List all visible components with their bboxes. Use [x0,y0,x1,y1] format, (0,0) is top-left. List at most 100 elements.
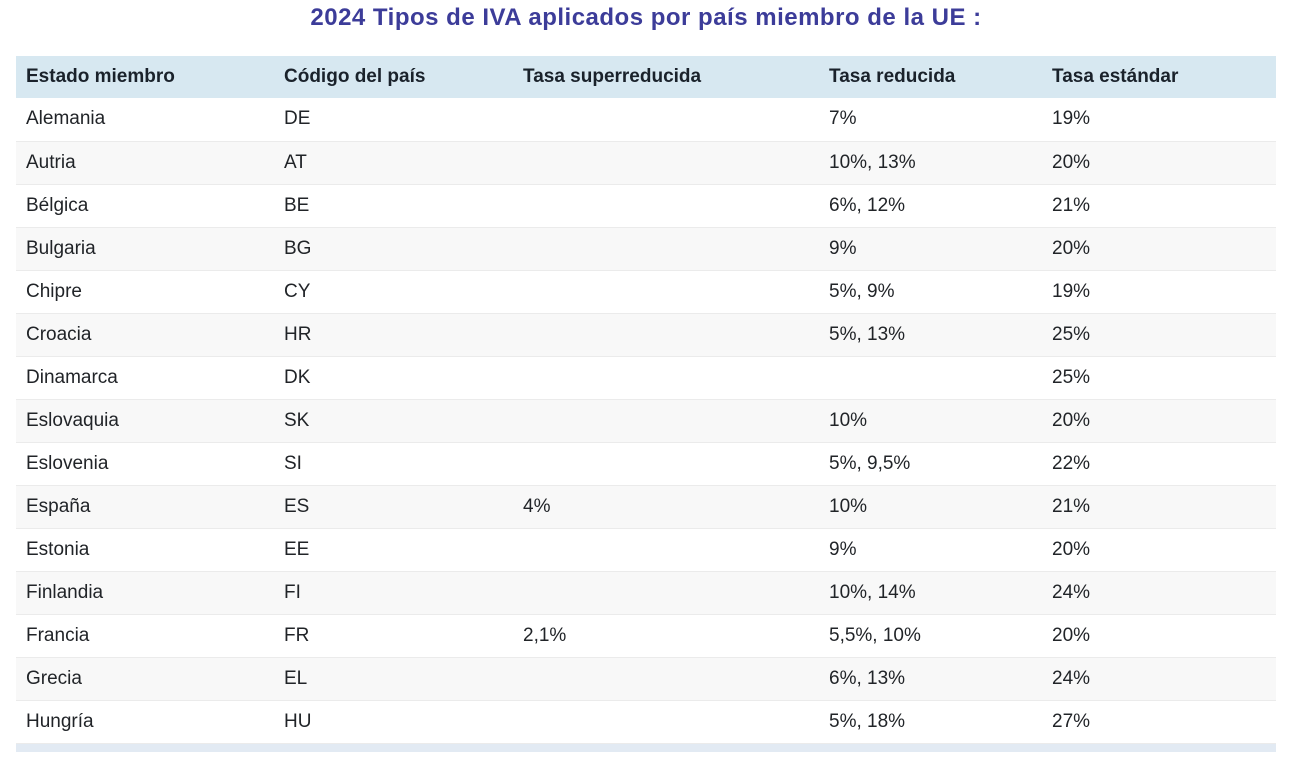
cell-tasa-reducida [829,356,1052,400]
table-row: Croacia HR 5%, 13% 25% [16,313,1276,357]
table-body: Alemania DE 7% 19% Autria AT 10%, 13% 20% Bélgic… [16,98,1276,744]
cell-tasa-estandar: 24% [1052,657,1276,701]
cell-codigo-del-pais: BG [284,227,523,271]
cell-tasa-estandar: 21% [1052,184,1276,228]
cell-tasa-estandar: 25% [1052,356,1276,400]
cell-tasa-superreducida [523,356,829,400]
column-header-codigo-del-pais: Código del país [284,56,523,98]
cell-estado-miembro: Autria [16,141,284,185]
cell-tasa-reducida: 5%, 13% [829,313,1052,357]
cell-estado-miembro: Bulgaria [16,227,284,271]
table-row: España ES 4% 10% 21% [16,485,1276,529]
column-header-tasa-reducida: Tasa reducida [829,56,1052,98]
cell-estado-miembro: Eslovenia [16,442,284,486]
vat-table-container: Estado miembro Código del país Tasa supe… [16,56,1276,744]
cell-tasa-reducida: 5%, 9% [829,270,1052,314]
cell-tasa-superreducida [523,313,829,357]
next-row-partial [16,743,1276,752]
cell-estado-miembro: Dinamarca [16,356,284,400]
cell-tasa-reducida: 10% [829,485,1052,529]
cell-codigo-del-pais: BE [284,184,523,228]
cell-codigo-del-pais: DK [284,356,523,400]
column-header-estado-miembro: Estado miembro [16,56,284,98]
cell-tasa-superreducida [523,657,829,701]
cell-tasa-estandar: 20% [1052,614,1276,658]
cell-codigo-del-pais: EL [284,657,523,701]
cell-tasa-estandar: 22% [1052,442,1276,486]
cell-tasa-superreducida [523,399,829,443]
column-header-tasa-estandar: Tasa estándar [1052,56,1276,98]
cell-codigo-del-pais: EE [284,528,523,572]
cell-tasa-superreducida [523,227,829,271]
cell-codigo-del-pais: SI [284,442,523,486]
cell-codigo-del-pais: FI [284,571,523,615]
cell-tasa-reducida: 5,5%, 10% [829,614,1052,658]
cell-codigo-del-pais: SK [284,399,523,443]
page-title: 2024 Tipos de IVA aplicados por país mie… [310,4,982,31]
cell-codigo-del-pais: HR [284,313,523,357]
table-row: Alemania DE 7% 19% [16,98,1276,142]
cell-estado-miembro: Bélgica [16,184,284,228]
cell-codigo-del-pais: CY [284,270,523,314]
cell-estado-miembro: Finlandia [16,571,284,615]
cell-tasa-reducida: 6%, 12% [829,184,1052,228]
cell-tasa-reducida: 5%, 9,5% [829,442,1052,486]
column-header-tasa-superreducida: Tasa superreducida [523,56,829,98]
cell-tasa-estandar: 19% [1052,98,1276,142]
cell-estado-miembro: Alemania [16,98,284,142]
cell-tasa-superreducida [523,528,829,572]
cell-tasa-estandar: 25% [1052,313,1276,357]
cell-tasa-superreducida: 4% [523,485,829,529]
cell-codigo-del-pais: HU [284,700,523,744]
vat-rates-table: Estado miembro Código del país Tasa supe… [16,56,1276,744]
table-row: Eslovaquia SK 10% 20% [16,399,1276,443]
cell-tasa-reducida: 5%, 18% [829,700,1052,744]
table-row: Bulgaria BG 9% 20% [16,227,1276,271]
cell-tasa-reducida: 9% [829,528,1052,572]
cell-tasa-superreducida [523,571,829,615]
cell-codigo-del-pais: AT [284,141,523,185]
cell-codigo-del-pais: FR [284,614,523,658]
table-row: Bélgica BE 6%, 12% 21% [16,184,1276,228]
cell-estado-miembro: Croacia [16,313,284,357]
cell-tasa-estandar: 19% [1052,270,1276,314]
cell-codigo-del-pais: ES [284,485,523,529]
cell-tasa-reducida: 10% [829,399,1052,443]
cell-estado-miembro: España [16,485,284,529]
cell-tasa-estandar: 20% [1052,528,1276,572]
table-header: Estado miembro Código del país Tasa supe… [16,56,1276,98]
table-row: Finlandia FI 10%, 14% 24% [16,571,1276,615]
cell-estado-miembro: Chipre [16,270,284,314]
cell-tasa-estandar: 27% [1052,700,1276,744]
cell-tasa-superreducida [523,141,829,185]
table-row: Grecia EL 6%, 13% 24% [16,657,1276,701]
cell-estado-miembro: Eslovaquia [16,399,284,443]
cell-estado-miembro: Estonia [16,528,284,572]
cell-tasa-estandar: 20% [1052,141,1276,185]
table-row: Francia FR 2,1% 5,5%, 10% 20% [16,614,1276,658]
table-row: Hungría HU 5%, 18% 27% [16,700,1276,744]
table-row: Dinamarca DK 25% [16,356,1276,400]
cell-tasa-reducida: 9% [829,227,1052,271]
cell-codigo-del-pais: DE [284,98,523,142]
cell-tasa-superreducida [523,98,829,142]
table-row: Autria AT 10%, 13% 20% [16,141,1276,185]
cell-tasa-estandar: 20% [1052,399,1276,443]
table-header-row: Estado miembro Código del país Tasa supe… [16,56,1276,98]
cell-tasa-reducida: 10%, 13% [829,141,1052,185]
table-row: Estonia EE 9% 20% [16,528,1276,572]
cell-tasa-reducida: 6%, 13% [829,657,1052,701]
cell-tasa-superreducida [523,270,829,314]
cell-tasa-reducida: 10%, 14% [829,571,1052,615]
cell-estado-miembro: Francia [16,614,284,658]
cell-tasa-estandar: 24% [1052,571,1276,615]
cell-tasa-superreducida [523,700,829,744]
cell-tasa-estandar: 20% [1052,227,1276,271]
cell-tasa-reducida: 7% [829,98,1052,142]
cell-tasa-superreducida: 2,1% [523,614,829,658]
cell-tasa-superreducida [523,184,829,228]
table-row: Eslovenia SI 5%, 9,5% 22% [16,442,1276,486]
cell-estado-miembro: Grecia [16,657,284,701]
cell-estado-miembro: Hungría [16,700,284,744]
table-row: Chipre CY 5%, 9% 19% [16,270,1276,314]
